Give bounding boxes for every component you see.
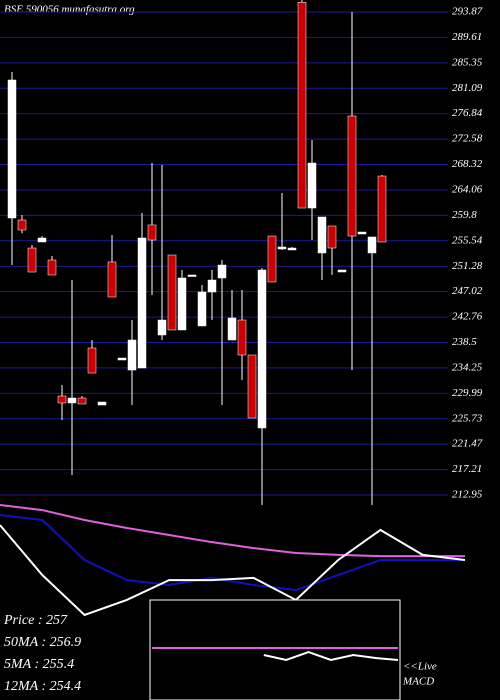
chart-title: BSE 590056 munafasutra.org [4, 4, 135, 16]
y-tick-label: 229.99 [452, 387, 483, 399]
candle-body [327, 225, 337, 249]
y-tick-label: 212.95 [452, 489, 483, 501]
y-tick-label: 272.58 [452, 133, 483, 145]
candle-body [367, 236, 377, 254]
candle-body [117, 357, 127, 361]
y-tick-label: 268.32 [452, 158, 483, 170]
y-tick-label: 242.76 [452, 311, 483, 323]
y-tick-label: 281.09 [452, 82, 483, 94]
candle-body [67, 397, 77, 404]
candle-body [47, 259, 57, 276]
candle-body [107, 261, 117, 298]
candle-body [337, 269, 347, 273]
candle-body [87, 347, 97, 374]
candle-body [227, 317, 237, 341]
y-tick-label: 276.84 [452, 107, 483, 119]
y-tick-label: 238.5 [452, 336, 477, 348]
y-tick-label: 285.35 [452, 56, 483, 68]
y-tick-label: 251.28 [452, 260, 483, 272]
candle-body [77, 397, 87, 405]
candle-body [127, 339, 137, 371]
legend-text: 5MA : 255.4 [4, 657, 74, 672]
legend-text: 12MA : 254.4 [4, 679, 81, 694]
candle-body [317, 216, 327, 254]
candle-body [207, 279, 217, 293]
macd-live: <<Live [403, 661, 437, 673]
candle-body [137, 237, 147, 369]
legend-text: Price : 257 [3, 613, 68, 628]
candle-body [297, 2, 307, 209]
y-tick-label: 217.21 [452, 463, 482, 475]
macd-box [149, 599, 401, 700]
y-tick-label: 293.87 [452, 6, 483, 18]
y-tick-label: 247.02 [452, 285, 483, 297]
candle-body [167, 254, 177, 331]
candle-body [287, 247, 297, 251]
candle-body [257, 269, 267, 429]
macd-label: MACD [402, 676, 434, 688]
candle-body [197, 291, 207, 327]
candle-body [357, 231, 367, 235]
candle-body [7, 79, 17, 219]
indicator-line [0, 513, 465, 592]
candle-body [247, 354, 257, 419]
y-tick-label: 221.47 [452, 438, 483, 450]
candle-body [147, 224, 157, 241]
y-tick-label: 259.8 [452, 209, 477, 221]
candle-body [307, 162, 317, 209]
y-tick-label: 225.73 [452, 412, 483, 424]
candle-body [37, 237, 47, 243]
y-tick-label: 264.06 [452, 183, 483, 195]
y-tick-label: 255.54 [452, 234, 483, 246]
candle-body [237, 319, 247, 356]
candle-body [347, 115, 357, 237]
candle-body [187, 274, 197, 277]
candle-body [377, 175, 387, 243]
candle-body [27, 247, 37, 273]
candle-body [267, 235, 277, 283]
candle-body [57, 395, 67, 404]
y-tick-label: 289.61 [452, 31, 482, 43]
candle-body [277, 246, 287, 250]
candle-body [17, 219, 27, 231]
candle-body [177, 277, 187, 331]
indicator-line [0, 524, 466, 617]
indicator-line [263, 650, 399, 662]
legend-text: 50MA : 256.9 [4, 635, 81, 650]
candle-body [217, 264, 227, 279]
candle-body [97, 401, 107, 406]
y-tick-label: 234.25 [452, 361, 483, 373]
candle-body [157, 319, 167, 336]
indicator-line [0, 504, 465, 558]
